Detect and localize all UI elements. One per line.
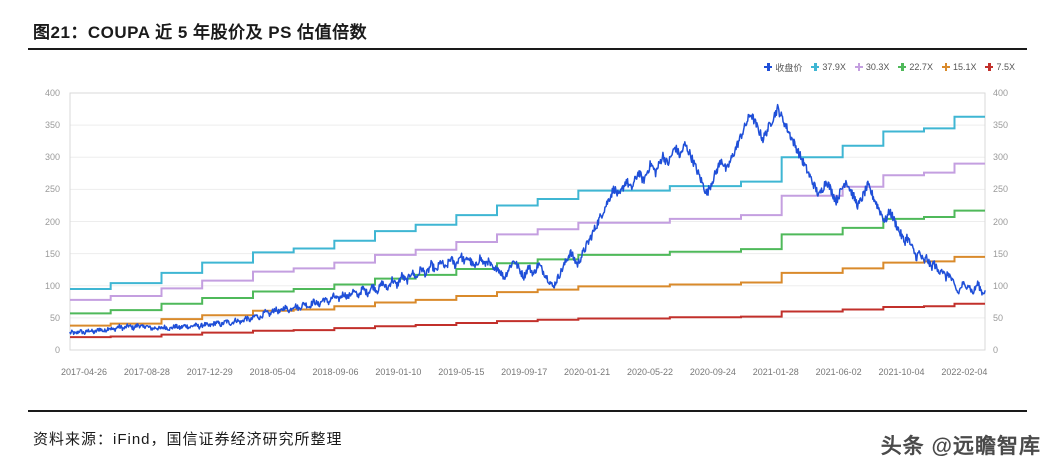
x-axis-tick-label: 2020-05-22 (626, 367, 673, 377)
y-axis-tick-label: 300 (993, 152, 1009, 163)
x-axis-tick-label: 2019-09-17 (501, 367, 548, 377)
y-axis-tick-label: 50 (993, 312, 1004, 323)
y-axis-tick-label: 150 (993, 248, 1009, 259)
legend-item-label: 37.9X (822, 62, 846, 72)
x-axis-tick-label: 2017-12-29 (186, 367, 233, 377)
chart-legend: 收盘价 37.9X 30.3X 22.7X 15.1X 7.5X (764, 59, 1015, 75)
page-title: 图21：COUPA 近 5 年股价及 PS 估值倍数 (33, 23, 368, 42)
x-axis-tick-label: 2019-05-15 (438, 367, 485, 377)
legend-item-label: 15.1X (952, 62, 977, 72)
y-axis-tick-label: 350 (44, 120, 60, 131)
y-axis-tick-label: 200 (993, 216, 1009, 227)
series-line-15.1X (70, 255, 985, 327)
series-line-7.5X (70, 302, 985, 339)
x-axis-tick-label: 2021-10-04 (878, 367, 925, 377)
chart-container: 收盘价 37.9X 30.3X 22.7X 15.1X 7.5X 0 50 100 150 200… (28, 55, 1027, 395)
x-axis-tick-label: 2018-09-06 (312, 367, 359, 377)
watermark: 头条 @远瞻智库 (880, 435, 1041, 458)
legend-item[interactable]: 22.7X (898, 62, 933, 72)
plot-area: 0 50 100 150 200 250 300 350 400 0 50 100 150 200 250… (28, 85, 1027, 378)
y-axis-tick-label: 400 (993, 88, 1009, 98)
legend-item-label: 7.5X (996, 62, 1015, 72)
plot-frame (69, 92, 986, 351)
legend-marker-icon (985, 63, 994, 71)
x-axis-tick-label: 2017-04-26 (60, 367, 108, 377)
chart-plot-svg (69, 92, 986, 351)
y-axis-tick-label: 100 (993, 280, 1009, 291)
source-divider (28, 410, 1027, 412)
series-line-37.9X (70, 115, 985, 290)
x-axis-tick-label: 2022-02-04 (941, 367, 988, 377)
y-axis-tick-label: 300 (44, 152, 60, 163)
legend-marker-icon (811, 63, 820, 71)
y-axis-tick-label: 0 (54, 345, 60, 355)
y-axis-tick-label: 400 (44, 88, 60, 98)
y-axis-tick-label: 350 (993, 120, 1009, 131)
legend-item[interactable]: 37.9X (811, 62, 846, 72)
series-line-close-price (69, 103, 986, 336)
y-axis-tick-label: 150 (44, 248, 60, 259)
series-line-22.7X (70, 209, 985, 315)
x-axis-tick-label: 2017-08-28 (123, 367, 170, 377)
legend-item-label: 30.3X (865, 62, 890, 72)
y-axis-tick-label: 250 (993, 184, 1009, 195)
legend-marker-icon (898, 63, 907, 71)
legend-marker-icon (854, 63, 863, 71)
x-axis-tick-label: 2019-01-10 (375, 367, 422, 377)
y-axis-tick-label: 200 (44, 216, 60, 227)
y-axis-tick-label: 50 (49, 312, 60, 323)
series-line-30.3X (70, 162, 985, 301)
title-divider (28, 48, 1027, 50)
legend-item-label: 22.7X (909, 62, 933, 72)
legend-item[interactable]: 7.5X (985, 62, 1015, 72)
legend-item[interactable]: 收盘价 (764, 61, 802, 74)
source-note: 资料来源：iFind，国信证券经济研究所整理 (33, 431, 343, 448)
legend-item[interactable]: 15.1X (941, 62, 977, 72)
y-axis-tick-label: 100 (44, 280, 60, 291)
x-axis-tick-label: 2021-06-02 (815, 367, 862, 377)
x-axis-tick-label: 2021-01-28 (752, 367, 799, 377)
legend-marker-icon (941, 63, 950, 71)
x-axis-tick-label: 2020-09-24 (689, 367, 736, 377)
legend-item[interactable]: 30.3X (854, 62, 890, 72)
x-axis-tick-label: 2020-01-21 (564, 367, 611, 377)
legend-marker-icon (764, 63, 773, 71)
legend-item-label: 收盘价 (775, 62, 803, 73)
y-axis-tick-label: 0 (993, 345, 999, 355)
y-axis-tick-label: 250 (44, 184, 60, 195)
x-axis-tick-label: 2018-05-04 (249, 367, 296, 377)
